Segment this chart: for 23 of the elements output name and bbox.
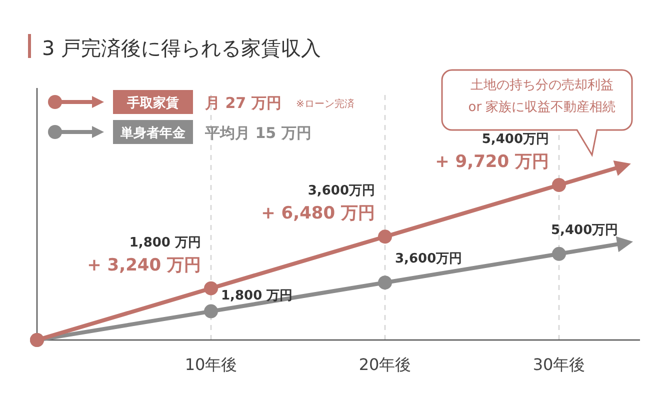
legend-label: 単身者年金 bbox=[120, 126, 186, 141]
annotation: 3,600万円 bbox=[308, 184, 375, 199]
text: 月 27 万円 bbox=[204, 94, 282, 112]
data-label: 3,600万円 bbox=[395, 252, 462, 267]
annotation: 1,800 万円 bbox=[129, 235, 201, 250]
x-tick-label: 30年後 bbox=[532, 355, 586, 374]
text: ※ローン完済 bbox=[296, 98, 354, 110]
text: 5,400万円 bbox=[482, 132, 549, 147]
point bbox=[204, 281, 218, 296]
legend-label: 手取家賃 bbox=[126, 95, 179, 111]
data-label: + 3,240 万円 bbox=[87, 255, 201, 276]
x-tick-label: 10年後 bbox=[184, 355, 238, 374]
point bbox=[552, 178, 566, 192]
data-label: + 9,720 万円 bbox=[435, 152, 549, 172]
data-label: + 6,480 万円 bbox=[261, 204, 375, 224]
point bbox=[378, 276, 392, 290]
x-tick-label: 20年後 bbox=[358, 355, 412, 374]
chart-title: 3 戸完済後に得られる家賃収入 bbox=[42, 36, 322, 60]
point bbox=[378, 230, 392, 244]
text: 平均月 15 万円 bbox=[204, 124, 312, 142]
point bbox=[204, 304, 218, 318]
point bbox=[552, 246, 566, 261]
data-label: 5,400万円 bbox=[551, 222, 618, 238]
